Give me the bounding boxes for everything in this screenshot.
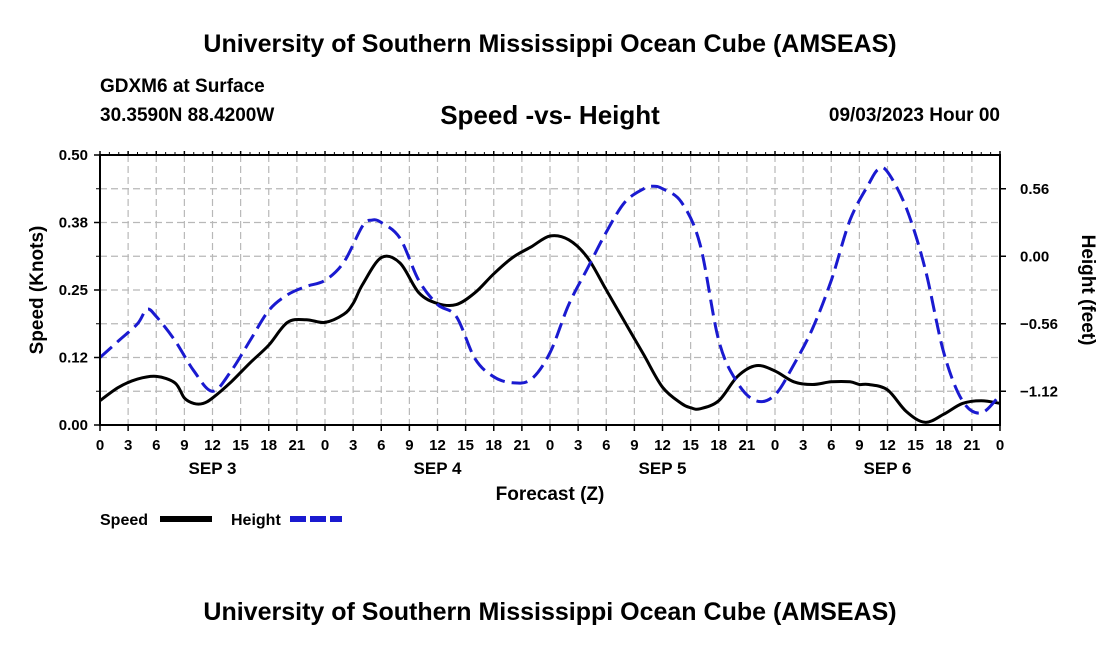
x-tick-label: 9 (630, 437, 638, 454)
x-tick-label: 18 (710, 437, 727, 454)
coordinates-label: 30.3590N 88.4200W (100, 105, 275, 126)
series-line-height (98, 166, 1002, 415)
y-right-tick-label: −1.12 (1020, 383, 1058, 400)
y-axis-right-label: Height (feet) (1077, 235, 1098, 346)
y-right-tick-label: −0.56 (1020, 316, 1058, 333)
x-tick-label: 0 (546, 437, 554, 454)
x-tick-label: 18 (485, 437, 502, 454)
y-right-tick-label: 0.00 (1020, 248, 1049, 265)
x-tick-label: 6 (152, 437, 160, 454)
legend-label-speed: Speed (100, 512, 148, 529)
x-day-label: SEP 5 (639, 459, 687, 478)
x-day-label: SEP 6 (864, 459, 912, 478)
x-tick-label: 21 (964, 437, 981, 454)
y-left-tick-label: 0.25 (59, 282, 88, 299)
x-tick-label: 18 (935, 437, 952, 454)
x-day-label: SEP 4 (414, 459, 462, 478)
x-tick-label: 12 (879, 437, 896, 454)
x-tick-label: 12 (654, 437, 671, 454)
x-tick-label: 0 (771, 437, 779, 454)
x-tick-label: 15 (907, 437, 924, 454)
legend-label-height: Height (231, 512, 281, 529)
x-tick-label: 0 (996, 437, 1004, 454)
x-tick-label: 15 (682, 437, 699, 454)
x-tick-label: 0 (321, 437, 329, 454)
legend: Speed Height (100, 512, 342, 529)
y-left-tick-label: 0.00 (59, 417, 88, 434)
x-tick-label: 3 (349, 437, 357, 454)
x-tick-label: 9 (180, 437, 188, 454)
x-tick-label: 12 (204, 437, 221, 454)
chart-title: University of Southern Mississippi Ocean… (203, 30, 897, 58)
axes: 0 3 6 9 12 15 18 21 0 3 6 9 12 15 18 21 0 3 6 9 12 15 18 21 0 3 6 9… (59, 147, 1058, 478)
x-tick-label: 18 (260, 437, 277, 454)
y-axis-left-label: Speed (Knots) (27, 226, 48, 355)
x-tick-label: 0 (96, 437, 104, 454)
y-right-tick-label: 0.56 (1020, 181, 1049, 198)
series-layer (98, 166, 1002, 424)
x-tick-label: 21 (739, 437, 756, 454)
series-line-speed (99, 234, 1001, 424)
x-tick-label: 3 (124, 437, 132, 454)
x-tick-label: 6 (827, 437, 835, 454)
x-tick-label: 9 (855, 437, 863, 454)
y-left-tick-label: 0.38 (59, 215, 88, 232)
y-left-tick-label: 0.50 (59, 147, 88, 164)
footer-title: University of Southern Mississippi Ocean… (203, 598, 897, 626)
x-tick-label: 15 (232, 437, 249, 454)
chart-subtitle: Speed -vs- Height (440, 100, 660, 130)
x-tick-label: 9 (405, 437, 413, 454)
x-tick-label: 3 (799, 437, 807, 454)
x-tick-label: 6 (377, 437, 385, 454)
y-left-tick-label: 0.12 (59, 350, 88, 367)
x-tick-label: 6 (602, 437, 610, 454)
forecast-datetime: 09/03/2023 Hour 00 (828, 105, 1000, 126)
x-day-label: SEP 3 (189, 459, 237, 478)
x-tick-label: 21 (514, 437, 531, 454)
x-axis-label: Forecast (Z) (496, 484, 605, 505)
x-tick-label: 21 (289, 437, 306, 454)
x-tick-label: 3 (574, 437, 582, 454)
x-tick-label: 15 (457, 437, 474, 454)
station-label: GDXM6 at Surface (100, 76, 265, 97)
x-tick-label: 12 (429, 437, 446, 454)
